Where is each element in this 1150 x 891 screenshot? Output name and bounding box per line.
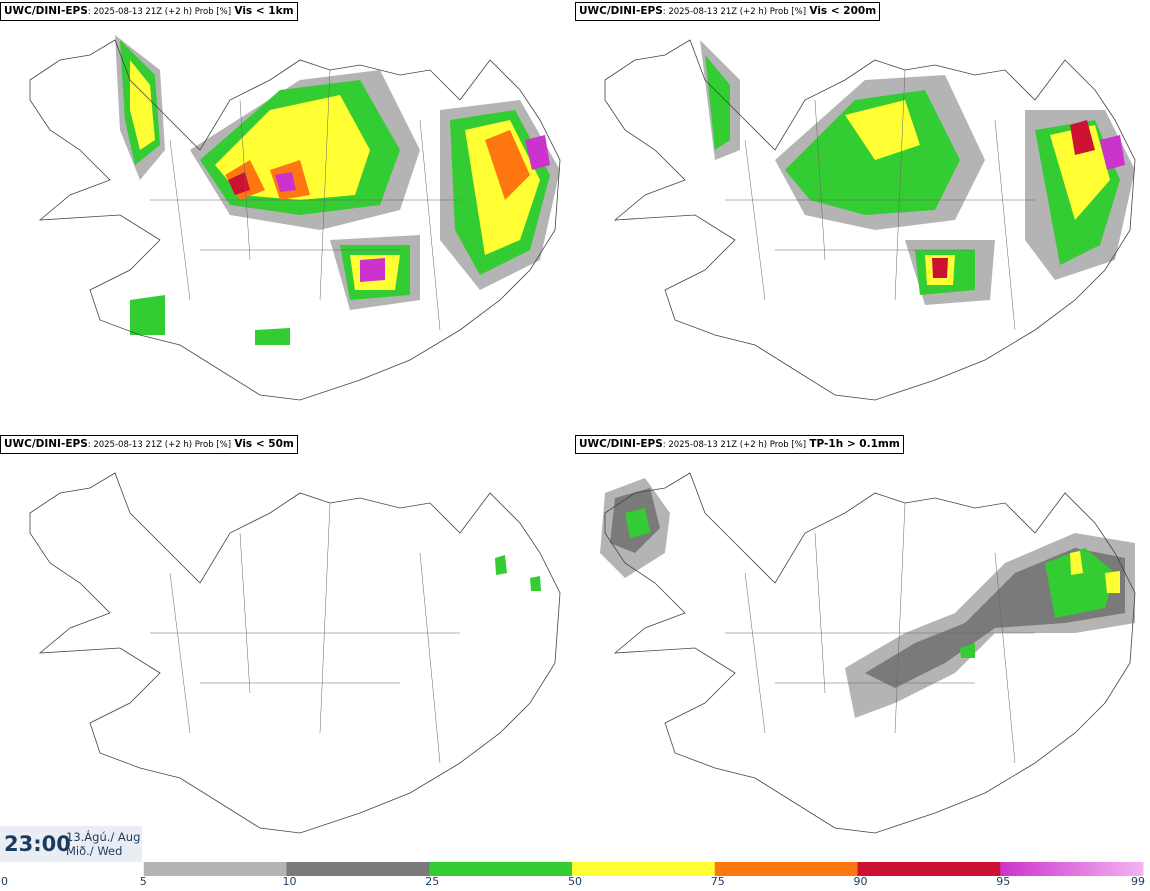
coastline xyxy=(29,39,561,401)
probability-shading xyxy=(600,478,1135,718)
map-panel-vis-200m: UWC/DINI-EPS: 2025-08-13 21Z (+2 h) Prob… xyxy=(575,0,1150,435)
colorbar-segment xyxy=(857,862,1001,876)
panel-title: UWC/DINI-EPS: 2025-08-13 21Z (+2 h) Prob… xyxy=(575,2,881,21)
map-panel-tp-1h: UWC/DINI-EPS: 2025-08-13 21Z (+2 h) Prob… xyxy=(575,433,1150,868)
coastline xyxy=(604,472,1136,834)
colorbar-tick-label: 50 xyxy=(568,875,582,888)
colorbar-segment xyxy=(1000,862,1144,876)
colorbar-segment xyxy=(286,862,430,876)
iceland-map xyxy=(604,39,1136,401)
iceland-map xyxy=(600,472,1136,834)
colorbar-tick-label: 5 xyxy=(139,875,147,888)
colorbar-segment xyxy=(429,862,573,876)
colorbar-segment xyxy=(714,862,858,876)
coastline xyxy=(29,472,561,834)
valid-date: 13.Ágú./ Aug Mið./ Wed xyxy=(66,830,140,858)
valid-date-line1: 13.Ágú./ Aug xyxy=(66,830,141,844)
colorbar-tick-label: 95 xyxy=(996,875,1011,888)
colorbar-tick-label: 75 xyxy=(710,875,725,888)
colorbar-tick-label: 10 xyxy=(282,875,297,888)
colorbar xyxy=(1,862,1144,876)
panel-title: UWC/DINI-EPS: 2025-08-13 21Z (+2 h) Prob… xyxy=(575,435,904,454)
iceland-map xyxy=(29,472,561,834)
panel-title: UWC/DINI-EPS: 2025-08-13 21Z (+2 h) Prob… xyxy=(0,2,298,21)
valid-time-box xyxy=(0,826,142,862)
valid-time: 23:00 xyxy=(4,832,71,856)
colorbar-tick-label: 0 xyxy=(1,875,8,888)
valid-date-line2: Mið./ Wed xyxy=(66,844,123,858)
colorbar-tick-label: 25 xyxy=(425,875,440,888)
panel-title: UWC/DINI-EPS: 2025-08-13 21Z (+2 h) Prob… xyxy=(0,435,298,454)
map-panel-vis-50m: UWC/DINI-EPS: 2025-08-13 21Z (+2 h) Prob… xyxy=(0,433,575,868)
iceland-map xyxy=(29,35,561,401)
probability-shading xyxy=(115,35,560,345)
colorbar-tick-label: 99 xyxy=(1131,875,1145,888)
colorbar-segment xyxy=(1,862,145,876)
colorbar-tick-label: 90 xyxy=(853,875,868,888)
coastline xyxy=(604,39,1136,401)
probability-shading xyxy=(700,40,1135,305)
probability-shading xyxy=(495,555,541,591)
map-panel-vis-1km: UWC/DINI-EPS: 2025-08-13 21Z (+2 h) Prob… xyxy=(0,0,575,435)
colorbar-segment xyxy=(572,862,716,876)
colorbar-segment xyxy=(143,862,287,876)
